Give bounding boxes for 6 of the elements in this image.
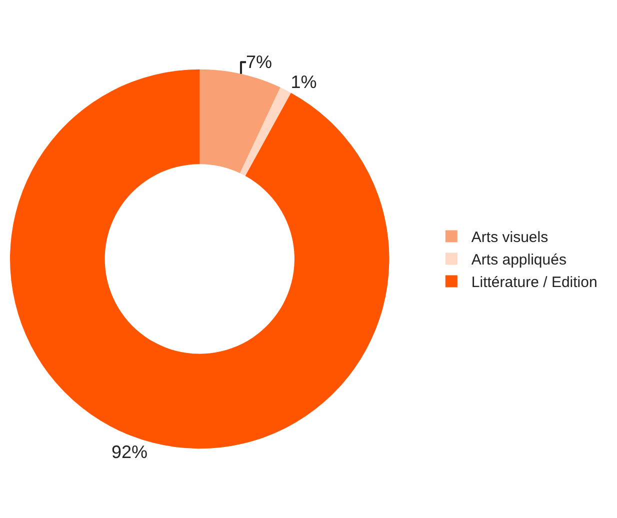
legend-label: Arts appliqués	[471, 252, 566, 269]
data-label: 7%	[246, 52, 272, 72]
legend-label: Arts visuels	[471, 229, 548, 246]
legend-label: Littérature / Edition	[471, 274, 598, 292]
data-label: 92%	[111, 442, 148, 462]
data-label: 1%	[290, 72, 317, 92]
